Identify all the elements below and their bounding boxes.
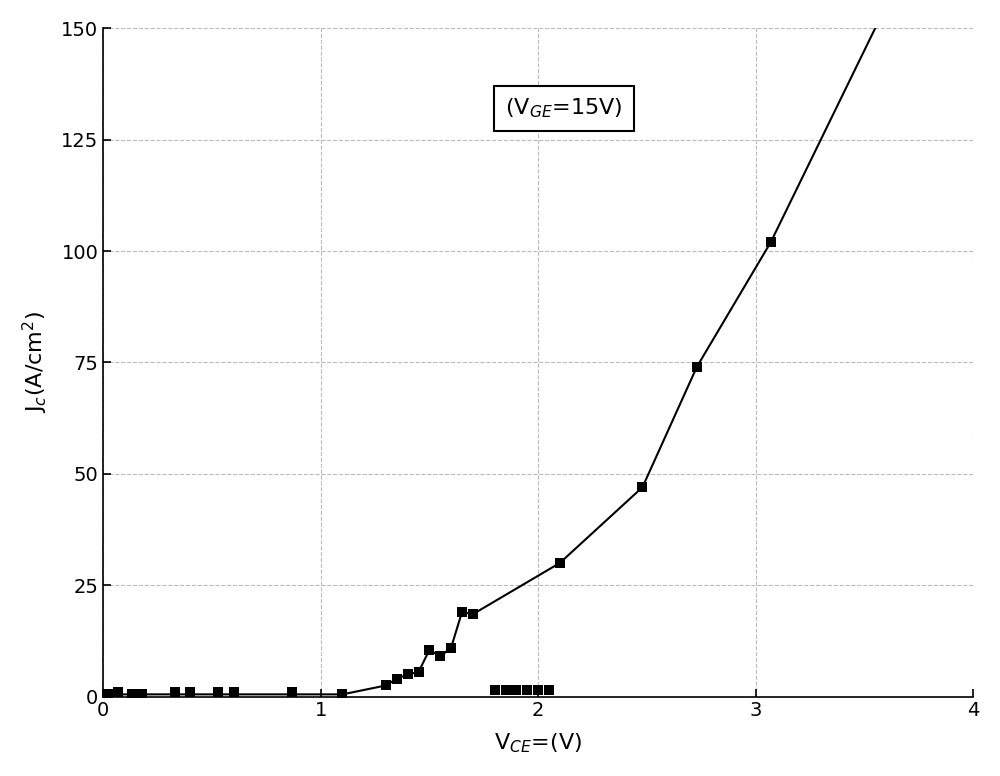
X-axis label: V$_{CE}$=(V): V$_{CE}$=(V) [494,732,582,755]
Y-axis label: J$_{c}$(A/cm$^{2}$): J$_{c}$(A/cm$^{2}$) [21,311,50,414]
Text: (V$_{GE}$=15V): (V$_{GE}$=15V) [505,97,623,120]
